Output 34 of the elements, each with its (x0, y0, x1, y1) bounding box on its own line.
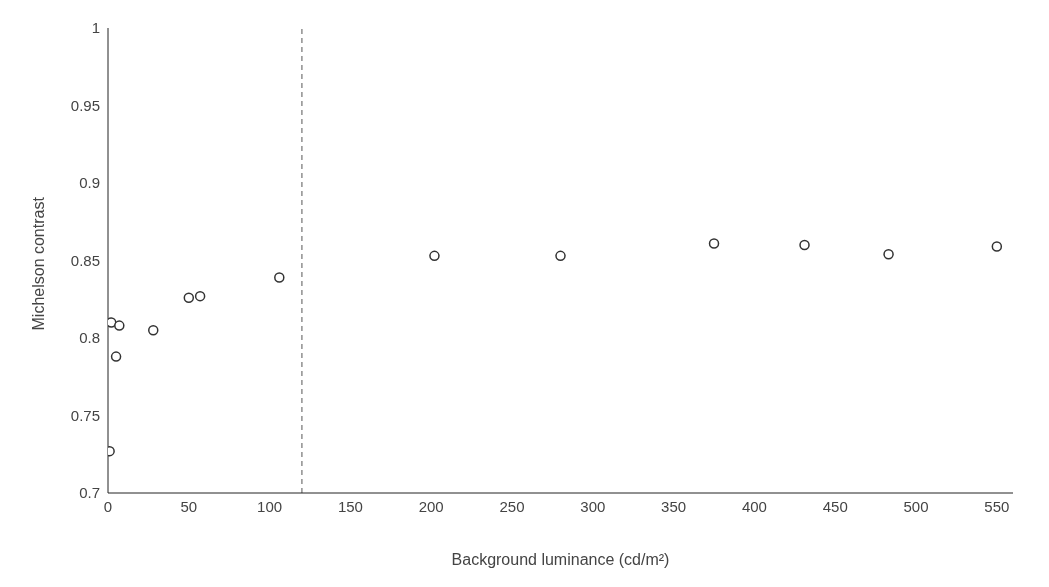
x-tick-label: 350 (661, 497, 687, 515)
y-tick-label: 0.75 (70, 406, 100, 424)
point (883, 249, 894, 260)
x-tick-label: 450 (822, 497, 848, 515)
point (110, 351, 122, 362)
point (274, 272, 285, 283)
x-tick-label: 200 (418, 497, 444, 515)
point (148, 325, 159, 336)
point (114, 320, 125, 331)
point (108, 317, 117, 328)
x-tick-label: 150 (337, 497, 363, 515)
y-axis-title: Michelson contrast (29, 196, 47, 331)
point (708, 238, 720, 249)
point (183, 292, 195, 303)
x-tick-label: 50 (180, 497, 198, 515)
y-tick-label: 1 (91, 19, 100, 37)
x-tick-label: 0 (103, 497, 113, 515)
point (555, 250, 566, 262)
y-tick-label: 0.85 (70, 251, 100, 269)
y-tick-label: 0.7 (79, 484, 100, 502)
x-tick-label: 400 (741, 497, 767, 515)
x-tick-label: 250 (499, 497, 525, 515)
point (429, 250, 440, 262)
point (194, 290, 206, 302)
y-tick-label: 0.9 (79, 174, 100, 192)
y-tick-label: 0.8 (79, 329, 100, 347)
x-axis-title: Background luminance (cd/m²) (451, 551, 670, 568)
x-tick-label: 500 (903, 497, 929, 515)
point (991, 241, 1003, 252)
y-tick-label: 0.95 (70, 96, 100, 114)
x-tick-label: 100 (257, 497, 283, 515)
x-tick-label: 300 (580, 497, 606, 515)
point (799, 239, 810, 251)
x-tick-label: 550 (984, 497, 1010, 515)
